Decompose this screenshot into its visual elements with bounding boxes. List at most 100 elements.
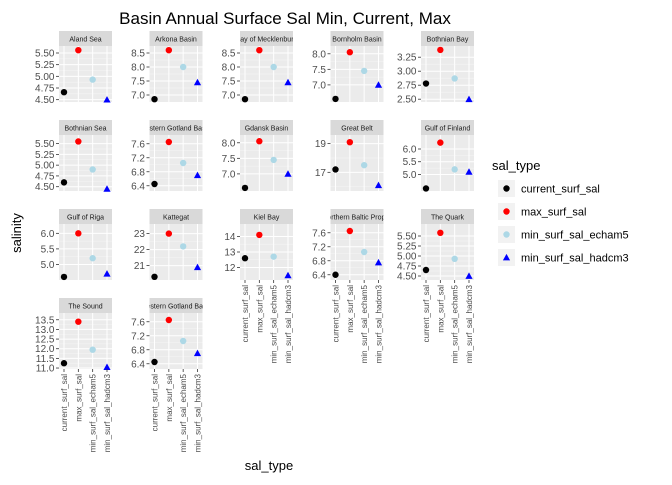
point-current-surf-sal (60, 89, 68, 96)
y-tick-label: 13.5 (35, 315, 55, 326)
facet-strip (330, 120, 384, 135)
y-tick-label: 7.5 (222, 154, 236, 165)
x-tick-label: min_surf_sal_hadcm3 (465, 284, 474, 363)
point-current-surf-sal (60, 273, 68, 281)
legend-marker (502, 253, 511, 261)
point-max-surf-sal (256, 47, 263, 54)
x-tick-label: current_surf_sal (241, 285, 250, 343)
facet-gulf-of-riga: Gulf of Riga 5.0 5.5 6.0 (41, 209, 112, 281)
y-tick-label: 4.50 (35, 182, 55, 193)
point-min-surf-sal-hadcm3 (284, 78, 292, 86)
point-max-surf-sal (437, 139, 444, 146)
point-min-surf-sal-hadcm3 (374, 181, 383, 189)
y-tick-label: 7.6 (131, 139, 145, 150)
facet-strip-label: Bay of Mecklenburg (236, 37, 298, 44)
y-tick-label: 7.0 (222, 169, 236, 180)
facet-strip (421, 31, 474, 46)
legend-marker (503, 231, 510, 238)
point-min-surf-sal-hadcm3 (103, 363, 111, 370)
point-min-surf-sal-hadcm3 (193, 171, 202, 179)
facet-strip (149, 120, 203, 135)
x-tick-label: max_surf_sal (436, 285, 445, 333)
facet-strip (330, 209, 384, 224)
legend-items: current_surf_sal max_surf_sal min_surf_sal… (498, 180, 629, 266)
facet-strip (149, 31, 203, 46)
facet-strip (240, 31, 293, 46)
point-current-surf-sal (422, 185, 430, 192)
y-tick-label: 8.0 (312, 49, 326, 60)
y-tick-label: 5.5 (403, 157, 417, 168)
point-min-surf-sal-hadcm3 (193, 78, 202, 86)
facet-bay-of-mecklenburg: Bay of Mecklenburg 7.0 7.5 8.0 8.5 (222, 31, 298, 103)
point-max-surf-sal (75, 47, 82, 54)
x-tick-label: min_surf_sal_echam5 (360, 284, 369, 363)
facet-eastern-gotland-basin: Eastern Gotland Basin 6.4 6.8 7.2 7.6 (131, 120, 203, 192)
x-tick-label: max_surf_sal (255, 285, 264, 333)
facet-strip (149, 209, 203, 224)
y-tick-label: 22 (134, 245, 146, 256)
facet-gdansk-basin: Gdansk Basin 7.0 7.5 8.0 (222, 120, 293, 192)
point-max-surf-sal (256, 231, 263, 239)
y-tick-label: 7.5 (222, 77, 236, 88)
y-tick-label: 4.50 (35, 95, 55, 106)
point-max-surf-sal (346, 138, 354, 146)
point-min-surf-sal-echam5 (451, 255, 458, 262)
facet-strip (59, 31, 112, 46)
x-tick-label: current_surf_sal (151, 374, 160, 432)
x-tick-label: min_surf_sal_echam5 (270, 284, 279, 363)
point-max-surf-sal (437, 46, 444, 54)
point-max-surf-sal (165, 316, 173, 324)
y-tick-label: 5.0 (403, 170, 417, 181)
point-min-surf-sal-hadcm3 (284, 271, 292, 279)
y-tick-label: 5.0 (41, 260, 55, 271)
point-min-surf-sal-hadcm3 (465, 272, 473, 279)
y-tick-label: 5.25 (397, 242, 417, 253)
legend-marker (503, 208, 510, 215)
point-min-surf-sal-hadcm3 (465, 168, 473, 175)
y-tick-label: 7.2 (131, 331, 145, 342)
facet-strip (59, 298, 112, 313)
y-tick-label: 5.50 (397, 232, 417, 243)
facet-gulf-of-finland: Gulf of Finland 5.0 5.56.0 (403, 120, 474, 192)
point-max-surf-sal (165, 230, 173, 237)
point-current-surf-sal (60, 179, 68, 186)
x-tick-label: min_surf_sal_echam5 (89, 373, 98, 452)
facet-panel (149, 224, 203, 280)
point-min-surf-sal-echam5 (179, 337, 187, 345)
point-min-surf-sal-hadcm3 (374, 81, 383, 88)
facet-panel (421, 46, 474, 102)
point-min-surf-sal-echam5 (270, 253, 277, 260)
point-current-surf-sal (332, 271, 339, 278)
point-current-surf-sal (241, 96, 249, 103)
point-max-surf-sal (256, 138, 263, 145)
facet-bornholm-basin: Bornholm Basin 7.0 7.5 8.0 (312, 31, 384, 103)
legend-title: sal_type (492, 158, 540, 173)
legend-label: current_surf_sal (521, 184, 600, 196)
y-tick-label: 2.50 (397, 95, 417, 106)
point-max-surf-sal (346, 49, 354, 56)
facet-panel (149, 313, 203, 369)
facet-bothnian-sea: Bothnian Sea 4.504.755.005.255.50 (35, 120, 112, 193)
facet-strip-label: Great Belt (341, 126, 373, 133)
facet-panel (421, 224, 474, 280)
x-axis-title: sal_type (245, 458, 293, 473)
facet-northern-baltic-proper: Northern Baltic Proper 6.4 6.8 7.2 7.6 curren… (312, 209, 384, 363)
y-tick-label: 12.5 (35, 335, 55, 346)
facet-panel (240, 135, 293, 191)
facet-panel (149, 135, 203, 191)
point-current-surf-sal (332, 166, 339, 173)
y-tick-label: 7.5 (312, 65, 326, 76)
point-current-surf-sal (151, 273, 158, 280)
point-min-surf-sal-hadcm3 (103, 185, 111, 192)
y-tick-label: 6.8 (131, 345, 145, 356)
y-tick-label: 4.75 (35, 84, 55, 95)
facet-strip (59, 120, 112, 135)
y-tick-label: 5.00 (35, 161, 55, 172)
facet-strip-label: Bornholm Basin (332, 37, 382, 44)
facet-strip-label: Kiel Bay (254, 215, 280, 222)
facet-strip (330, 31, 384, 46)
y-tick-label: 4.50 (397, 272, 417, 283)
facet-strip (59, 209, 112, 224)
